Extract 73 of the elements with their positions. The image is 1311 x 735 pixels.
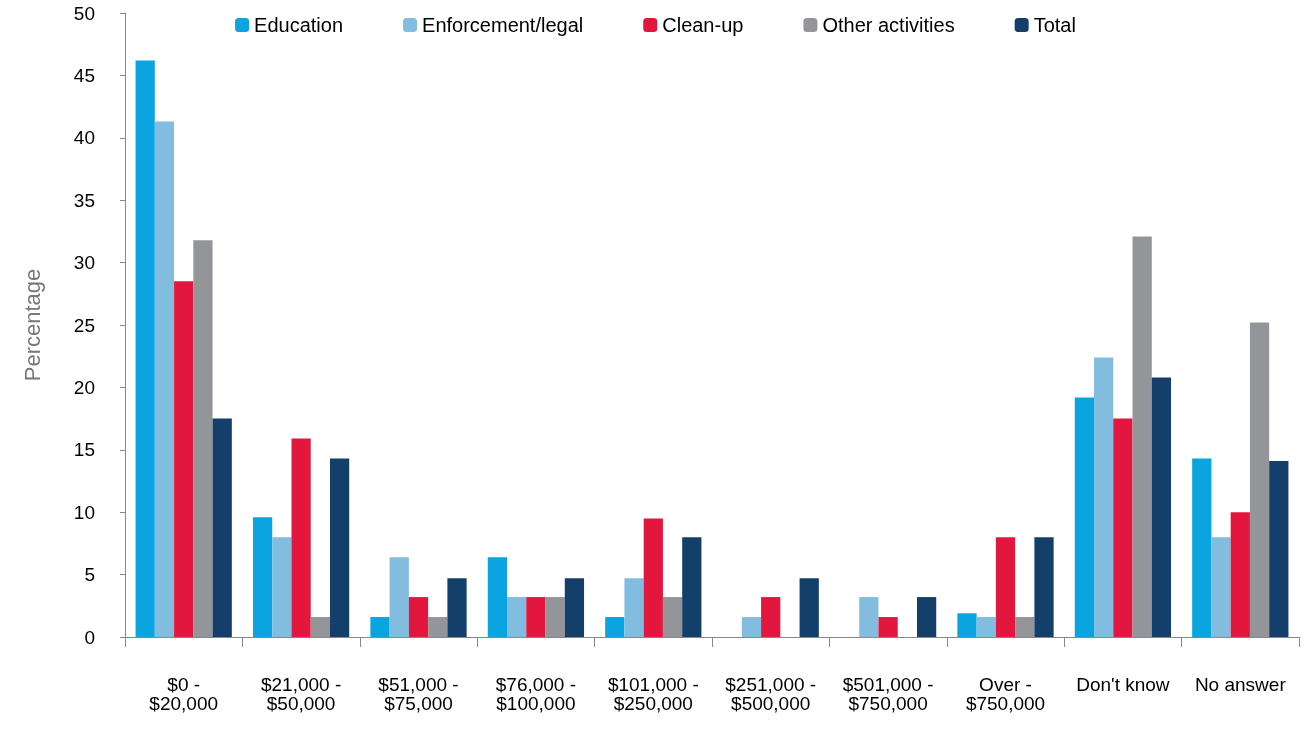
bar: [1034, 537, 1054, 637]
bar: [329, 458, 350, 637]
bar: [389, 557, 409, 637]
bar: [682, 537, 702, 637]
bar: [761, 597, 781, 637]
bar: [447, 578, 467, 637]
x-tick-label: Over - $750,000: [965, 674, 1046, 714]
bar: [252, 517, 273, 637]
bar: [174, 281, 194, 637]
y-tick-label: 20: [73, 376, 95, 398]
x-tick-label: $101,000 - $250,000: [607, 674, 699, 714]
bar: [662, 597, 683, 637]
legend-label: Clean-up: [662, 14, 744, 36]
y-tick-label: 15: [73, 439, 95, 461]
bar: [212, 418, 232, 637]
x-tick-label: $501,000 - $750,000: [842, 674, 934, 714]
y-tick-label: 5: [84, 564, 95, 586]
x-tick-label: $0 - $20,000: [149, 674, 219, 714]
bar: [487, 557, 508, 637]
legend-label: Education: [254, 14, 344, 36]
x-tick-label: $21,000 - $50,000: [260, 674, 342, 714]
bar: [878, 617, 898, 637]
bar: [1151, 377, 1172, 637]
bar: [154, 121, 175, 637]
legend-label: Total: [1033, 14, 1076, 36]
bar: [507, 597, 527, 637]
bar: [859, 597, 879, 637]
bar: [428, 617, 448, 637]
bar: [370, 617, 390, 637]
legend-label: Other activities: [822, 14, 955, 36]
y-tick-label: 45: [73, 64, 95, 86]
x-tick-label: $251,000 - $500,000: [725, 674, 817, 714]
bar: [272, 537, 292, 637]
bar: [408, 597, 429, 637]
bar: [291, 438, 311, 637]
bar: [1132, 236, 1152, 637]
bar: [1074, 397, 1095, 637]
bar: [741, 617, 762, 637]
bar: [564, 578, 585, 637]
bar: [643, 518, 663, 637]
y-tick-label: 40: [73, 127, 95, 149]
bar: [1094, 357, 1114, 637]
y-axis-title: Percentage: [19, 268, 45, 382]
bar: [1269, 461, 1289, 637]
y-tick-label: 0: [84, 626, 95, 648]
legend-label: Enforcement/legal: [422, 14, 584, 36]
x-tick-label: No answer: [1194, 674, 1287, 695]
bar: [193, 240, 213, 637]
x-tick-label: $51,000 - $75,000: [378, 674, 459, 714]
bar: [526, 597, 546, 637]
bar: [624, 578, 644, 637]
bar: [1249, 322, 1270, 637]
y-tick-label: 10: [73, 501, 95, 523]
y-tick-label: 25: [73, 314, 95, 336]
bar: [916, 597, 937, 637]
y-tick-label: 50: [73, 2, 95, 24]
bar: [976, 617, 996, 637]
x-tick-label: $76,000 - $100,000: [495, 674, 577, 714]
bar: [1211, 537, 1231, 637]
y-tick-label: 30: [73, 252, 95, 274]
bar: [605, 617, 625, 637]
bar: [995, 537, 1016, 637]
bar: [1015, 617, 1035, 637]
x-tick-label: Don't know: [1076, 674, 1170, 695]
bar: [957, 613, 977, 637]
bar: [310, 617, 330, 637]
bar: [135, 60, 155, 637]
bar: [799, 578, 819, 637]
bar: [545, 597, 565, 637]
bar: [1230, 512, 1250, 637]
bar: [1113, 418, 1133, 637]
bar: [1192, 458, 1212, 637]
y-tick-label: 35: [73, 189, 95, 211]
